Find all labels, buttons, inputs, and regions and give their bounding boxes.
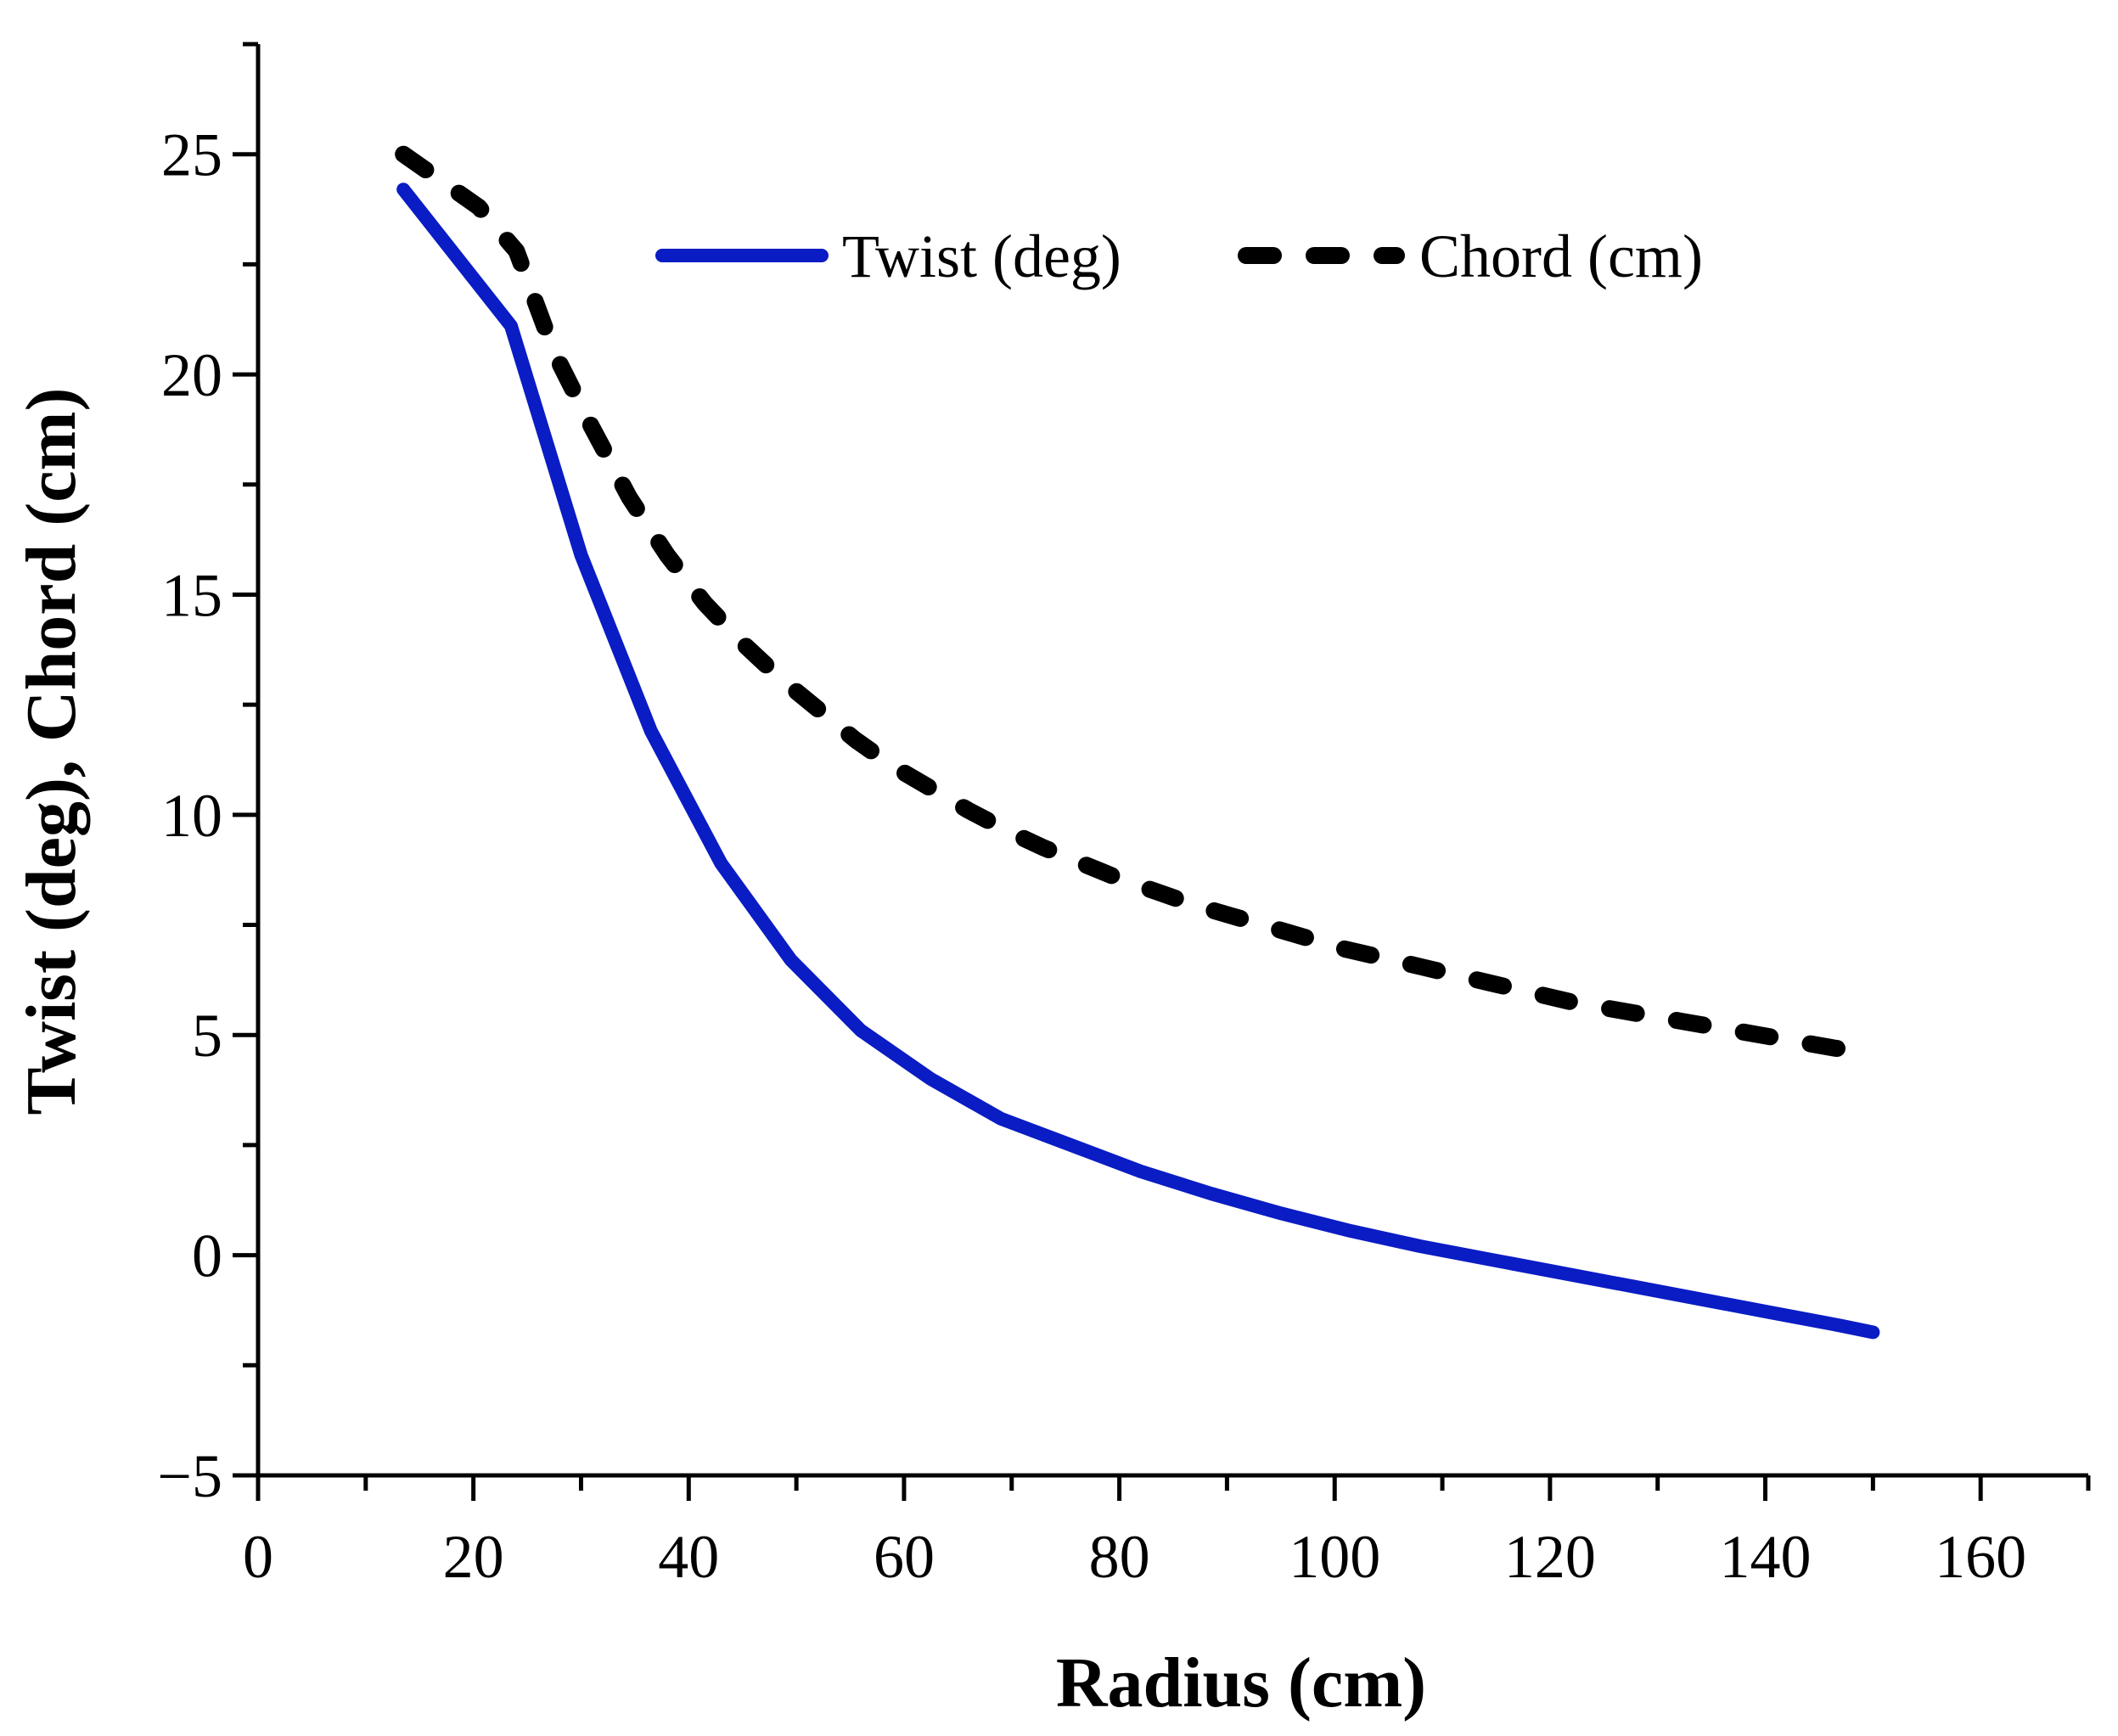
data-point: [1270, 927, 1271, 928]
data-point: [650, 731, 651, 732]
series-layer: [395, 145, 1882, 1340]
data-point: [1609, 1008, 1610, 1009]
data-point: [1700, 1299, 1701, 1300]
legend-label: Twist (deg): [842, 222, 1121, 290]
series-chord: [395, 145, 1882, 1061]
data-point: [790, 960, 791, 961]
data-point: [1873, 1332, 1874, 1333]
data-point: [893, 766, 894, 767]
legend-label: Chord (cm): [1419, 222, 1703, 290]
data-point: [1345, 949, 1346, 950]
data-point: [1001, 1118, 1002, 1119]
data-point: [1496, 984, 1497, 985]
series-line: [396, 183, 1880, 1340]
data-point: [1647, 1014, 1648, 1015]
x-tick-label: 100: [1289, 1523, 1380, 1591]
data-point: [1232, 916, 1233, 917]
y-tick-label: 25: [161, 121, 222, 189]
data-point: [1070, 1144, 1071, 1145]
data-point: [592, 427, 593, 428]
series-line: [395, 145, 1882, 1061]
y-tick-label: −5: [157, 1442, 222, 1510]
data-point: [780, 678, 781, 679]
data-point: [629, 497, 630, 498]
y-tick-label: 5: [192, 1002, 222, 1070]
legend: Twist (deg) Chord (cm): [655, 222, 1703, 290]
data-point: [553, 352, 554, 353]
data-point: [1840, 1325, 1841, 1326]
data-point: [1307, 938, 1308, 939]
data-point: [516, 250, 517, 251]
data-point: [1491, 1259, 1492, 1260]
y-tick-label: 20: [161, 341, 222, 409]
x-tick-label: 20: [443, 1523, 504, 1591]
series-twist: [396, 183, 1880, 1340]
data-point: [1140, 1171, 1141, 1172]
data-point: [930, 788, 931, 789]
data-point: [478, 206, 479, 207]
data-point: [1081, 862, 1082, 863]
data-point: [1770, 1312, 1771, 1313]
x-tick-label: 160: [1935, 1523, 2026, 1591]
y-tick-label: 15: [161, 561, 222, 629]
data-point: [511, 326, 512, 327]
data-point: [1420, 966, 1421, 967]
data-point: [1760, 1035, 1761, 1036]
x-tick-label: 140: [1720, 1523, 1812, 1591]
x-tick-label: 0: [243, 1523, 273, 1591]
x-axis-title: Radius (cm): [1056, 1643, 1426, 1722]
data-point: [1420, 1246, 1421, 1247]
data-point: [1533, 992, 1534, 993]
data-point: [1684, 1021, 1685, 1022]
data-point: [930, 1079, 931, 1080]
data-point: [817, 709, 818, 710]
y-axis-title: Twist (deg), Chord (cm): [12, 388, 91, 1115]
data-point: [1571, 1002, 1572, 1003]
x-tick-label: 120: [1504, 1523, 1596, 1591]
legend-item: Chord (cm): [1238, 222, 1703, 290]
x-tick-label: 40: [658, 1523, 719, 1591]
data-point: [666, 554, 667, 555]
data-point: [1458, 975, 1459, 976]
data-point: [1156, 891, 1157, 892]
y-tick-label: 10: [161, 782, 222, 850]
legend-item: Twist (deg): [655, 222, 1121, 290]
data-point: [403, 189, 404, 190]
data-point: [1006, 830, 1007, 831]
data-point: [1280, 1213, 1281, 1214]
x-tick-label: 60: [874, 1523, 935, 1591]
data-point: [1873, 1052, 1874, 1053]
x-tick-label: 80: [1089, 1523, 1150, 1591]
data-point: [1194, 905, 1195, 906]
axes: 0 20 40 60 80 100 120 140 160 −5 0 5 10 15 20 25 Radius …: [12, 42, 2091, 1722]
y-tick-label: 0: [192, 1222, 222, 1290]
data-point: [1043, 847, 1044, 848]
data-point: [1631, 1285, 1632, 1286]
data-point: [721, 862, 722, 863]
data-point: [855, 739, 856, 740]
